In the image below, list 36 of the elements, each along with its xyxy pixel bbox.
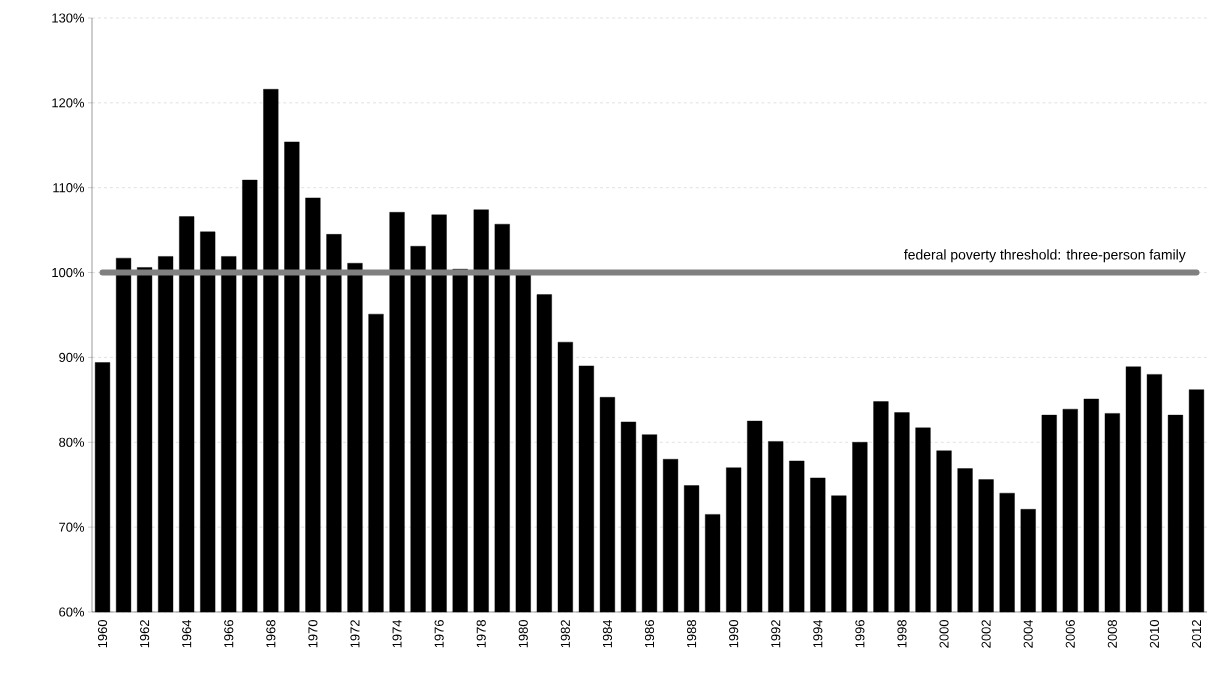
x-tick-label: 2004 [1023, 619, 1033, 648]
x-tick-label: 2010 [1149, 620, 1159, 648]
x-tick-label: 1964 [182, 619, 192, 648]
x-tick-label: 1982 [560, 620, 570, 648]
y-tick-label: 120% [52, 98, 85, 108]
y-tick-label: 90% [59, 352, 85, 362]
x-tick-label: 1960 [97, 620, 108, 648]
x-tick-label: 1974 [392, 619, 402, 648]
x-tick-label: 2008 [1107, 620, 1117, 648]
x-tick-label: 1996 [855, 620, 865, 648]
x-tick-label: 1962 [140, 620, 150, 648]
x-tick-label: 1998 [897, 620, 907, 648]
y-tick-label: 60% [59, 607, 85, 617]
x-tick-label: 1984 [602, 619, 613, 648]
x-tick-label: 1972 [350, 620, 360, 648]
x-tick-label: 1988 [687, 620, 697, 648]
x-tick-label: 1970 [308, 620, 318, 648]
x-tick-label: 1990 [729, 620, 739, 648]
y-tick-label: 80% [59, 437, 85, 447]
x-tick-label: 1986 [644, 620, 655, 648]
x-tick-label: 1968 [266, 620, 276, 648]
x-tick-label: 1976 [434, 620, 444, 648]
y-tick-label: 70% [59, 522, 85, 532]
x-tick-label: 1992 [771, 620, 781, 648]
x-tick-label: 1980 [518, 620, 528, 648]
y-tick-label: 110% [53, 183, 85, 193]
ref-line-label: federal poverty threshold: three-person family [904, 249, 1186, 263]
x-tick-label: 2012 [1191, 620, 1202, 648]
x-tick-label: 2000 [939, 620, 949, 648]
x-tick-label: 2006 [1065, 620, 1075, 648]
x-tick-label: 1966 [224, 620, 234, 648]
x-tick-label: 2002 [981, 620, 991, 648]
y-tick-label: 130% [52, 13, 85, 23]
y-tick-label: 100% [52, 267, 85, 278]
x-tick-label: 1978 [476, 620, 486, 648]
x-tick-label: 1994 [813, 619, 823, 648]
